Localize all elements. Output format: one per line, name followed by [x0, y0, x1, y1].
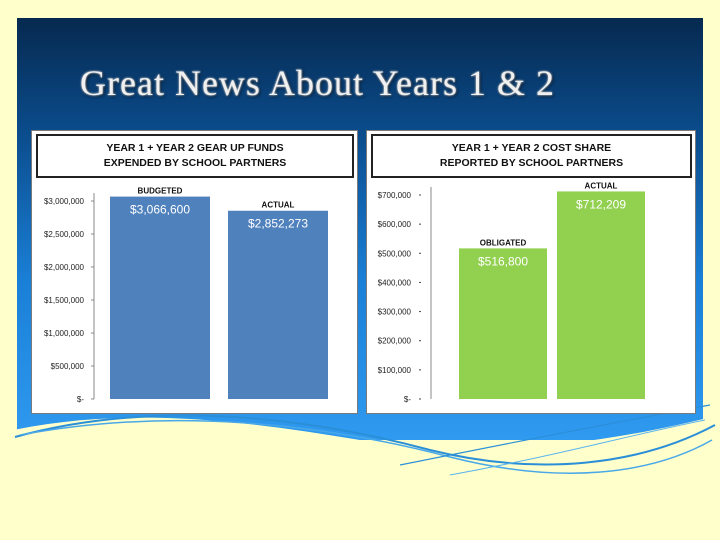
y-tick-label: $1,000,000 — [44, 329, 85, 338]
y-tick-label: $600,000 — [378, 220, 412, 229]
chart-title-line1: YEAR 1 + YEAR 2 COST SHARE — [451, 141, 612, 154]
bar-obligated — [459, 248, 547, 399]
y-tick-label: $200,000 — [378, 337, 412, 346]
chart-title-line1: YEAR 1 + YEAR 2 GEAR UP FUNDS — [106, 141, 284, 154]
category-label: ACTUAL — [262, 201, 295, 210]
decorative-wave — [0, 404, 720, 540]
data-label: $2,852,273 — [248, 217, 308, 231]
chart-title: YEAR 1 + YEAR 2 COST SHARE REPORTED BY S… — [371, 134, 692, 178]
bar-budgeted — [110, 196, 210, 399]
chart-cost-share: YEAR 1 + YEAR 2 COST SHARE REPORTED BY S… — [366, 130, 696, 414]
slide-title: Great News About Years 1 & 2 — [80, 63, 555, 103]
chart-title-line2: REPORTED BY SCHOOL PARTNERS — [439, 157, 624, 169]
chart-title-line2: EXPENDED BY SCHOOL PARTNERS — [103, 157, 287, 169]
y-tick-label: $500,000 — [378, 249, 412, 258]
category-label: ACTUAL — [585, 181, 618, 190]
chart-plot: $- $100,000 $200,000 $300,000 $400,000 $500,0… — [378, 181, 645, 404]
y-tick-label: $1,500,000 — [44, 296, 85, 305]
data-label: $3,066,600 — [130, 203, 190, 217]
category-label: BUDGETED — [138, 187, 183, 196]
y-tick-label: $400,000 — [378, 278, 412, 287]
y-tick-label: $500,000 — [51, 362, 85, 371]
data-label: $516,800 — [478, 254, 528, 268]
chart-gear-up-funds: YEAR 1 + YEAR 2 GEAR UP FUNDS EXPENDED B… — [31, 130, 358, 414]
bar-actual — [228, 210, 328, 399]
data-label: $712,209 — [576, 197, 626, 211]
y-tick-label: $- — [404, 395, 411, 404]
y-tick-label: $3,000,000 — [44, 197, 85, 206]
bar-actual — [557, 191, 645, 399]
y-tick-label: $2,000,000 — [44, 263, 85, 272]
chart-plot: $- $500,000 $1,000,000 $1,500,000 $2,000,000… — [44, 187, 328, 404]
y-tick-label: $- — [77, 395, 84, 404]
y-tick-label: $100,000 — [378, 366, 412, 375]
chart-title: YEAR 1 + YEAR 2 GEAR UP FUNDS EXPENDED B… — [36, 134, 354, 178]
y-tick-label: $700,000 — [378, 191, 412, 200]
y-tick-label: $2,500,000 — [44, 230, 85, 239]
y-tick-label: $300,000 — [378, 308, 412, 317]
category-label: OBLIGATED — [480, 238, 527, 247]
